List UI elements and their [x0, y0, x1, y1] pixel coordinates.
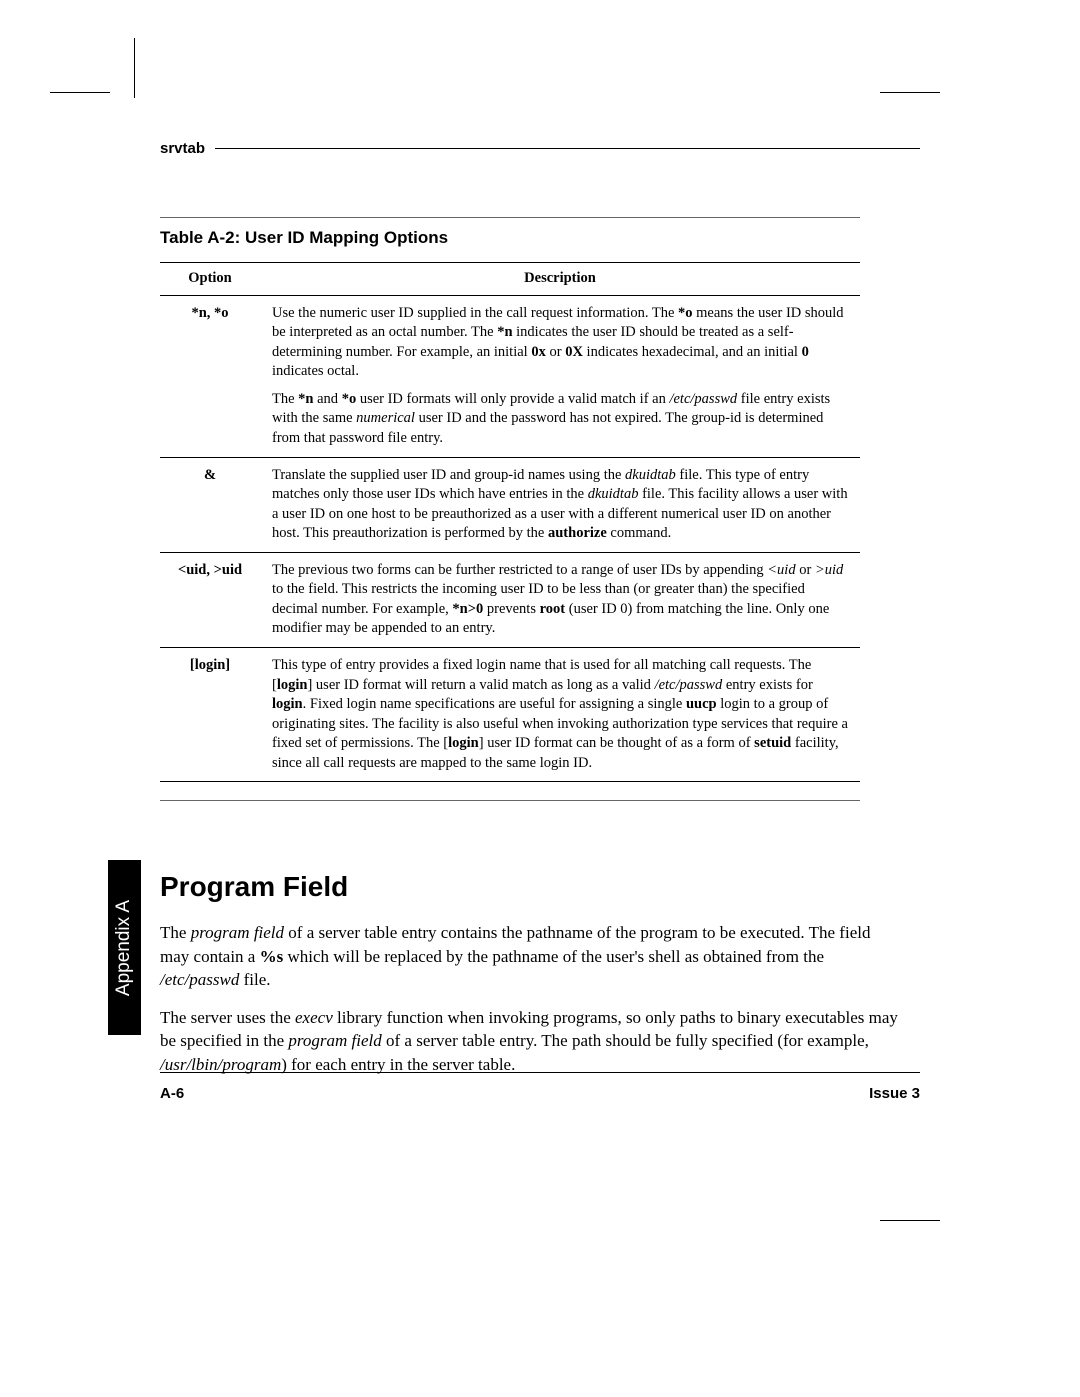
- description-cell: The previous two forms can be further re…: [260, 552, 860, 647]
- options-table: Option Description *n, *o Use the numeri…: [160, 262, 860, 782]
- description-cell: Use the numeric user ID supplied in the …: [260, 295, 860, 457]
- crop-mark: [880, 92, 940, 93]
- footer-rule: [160, 1072, 920, 1073]
- col-option: Option: [160, 263, 260, 296]
- table-row: <uid, >uid The previous two forms can be…: [160, 552, 860, 647]
- table-row: [login] This type of entry provides a fi…: [160, 648, 860, 782]
- page-footer: A-6 Issue 3: [160, 1085, 920, 1102]
- table-row: & Translate the supplied user ID and gro…: [160, 457, 860, 552]
- crop-mark: [134, 38, 135, 98]
- crop-mark: [50, 92, 110, 93]
- running-header: srvtab: [160, 140, 920, 157]
- option-cell: &: [160, 457, 260, 552]
- appendix-tab-label: Appendix A: [114, 899, 136, 995]
- rule: [160, 800, 860, 801]
- issue-label: Issue 3: [869, 1085, 920, 1102]
- col-description: Description: [260, 263, 860, 296]
- crop-mark: [880, 1220, 940, 1221]
- description-cell: Translate the supplied user ID and group…: [260, 457, 860, 552]
- page-number: A-6: [160, 1085, 184, 1102]
- page-content: srvtab Table A-2: User ID Mapping Option…: [160, 140, 920, 1090]
- table-caption: Table A-2: User ID Mapping Options: [160, 228, 920, 248]
- table-row: *n, *o Use the numeric user ID supplied …: [160, 295, 860, 457]
- option-cell: [login]: [160, 648, 260, 782]
- body-paragraph: The server uses the execv library functi…: [160, 1006, 900, 1076]
- rule: [160, 217, 860, 218]
- option-cell: <uid, >uid: [160, 552, 260, 647]
- section-heading: Program Field: [160, 871, 920, 903]
- header-title: srvtab: [160, 140, 215, 157]
- description-cell: This type of entry provides a fixed logi…: [260, 648, 860, 782]
- body-paragraph: The program field of a server table entr…: [160, 921, 900, 991]
- appendix-tab: Appendix A: [108, 860, 141, 1035]
- header-rule: [215, 148, 920, 149]
- option-cell: *n, *o: [160, 295, 260, 457]
